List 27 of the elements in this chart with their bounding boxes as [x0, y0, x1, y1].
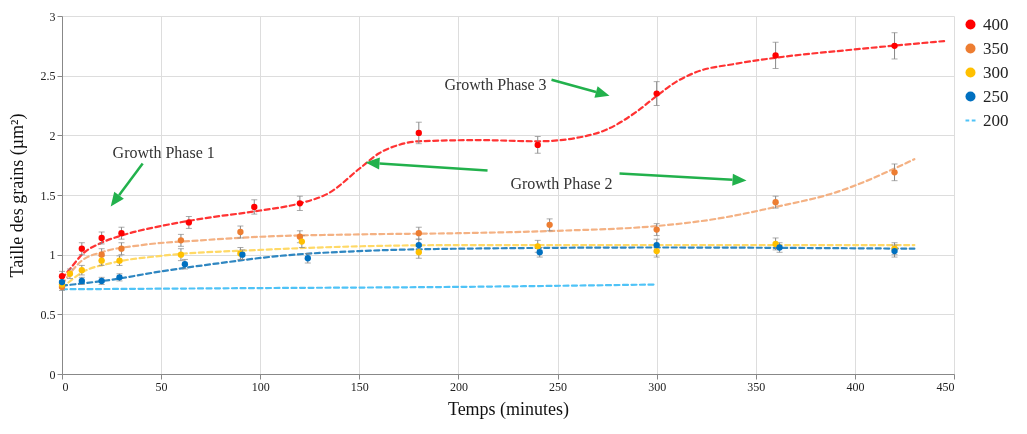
y-tick-label: 1	[49, 248, 56, 263]
legend-label: 200	[983, 110, 1009, 130]
x-tick-label: 400	[846, 379, 865, 394]
x-axis-title: Temps (minutes)	[447, 398, 570, 420]
x-tick-label: 100	[251, 379, 270, 394]
y-tick-label: 0.5	[40, 307, 56, 322]
y-tick-label: 2	[49, 128, 56, 143]
annotation: Growth Phase 2	[510, 174, 613, 192]
y-tick-label: 2.5	[40, 69, 56, 84]
x-tick-label: 300	[648, 379, 667, 394]
x-tick-label: 150	[350, 379, 369, 394]
y-axis-title: Taille des grains (µm²)	[6, 113, 28, 278]
y-tick-label: 0	[49, 367, 56, 382]
x-tick-label: 350	[747, 379, 766, 394]
y-tick-label: 1.5	[40, 188, 56, 203]
y-tick-label: 3	[49, 9, 56, 24]
x-tick-label: 250	[549, 379, 568, 394]
legend-label: 300	[983, 62, 1009, 82]
x-tick-label: 450	[936, 379, 955, 394]
x-tick-label: 200	[449, 379, 468, 394]
annotation: Growth Phase 3	[444, 75, 547, 93]
x-tick-label: 50	[155, 379, 168, 394]
legend-label: 250	[983, 86, 1009, 106]
legend-label: 400	[983, 14, 1009, 34]
annotation: Growth Phase 1	[112, 144, 215, 162]
legend-label: 350	[983, 38, 1009, 58]
x-tick-label: 0	[62, 379, 69, 394]
